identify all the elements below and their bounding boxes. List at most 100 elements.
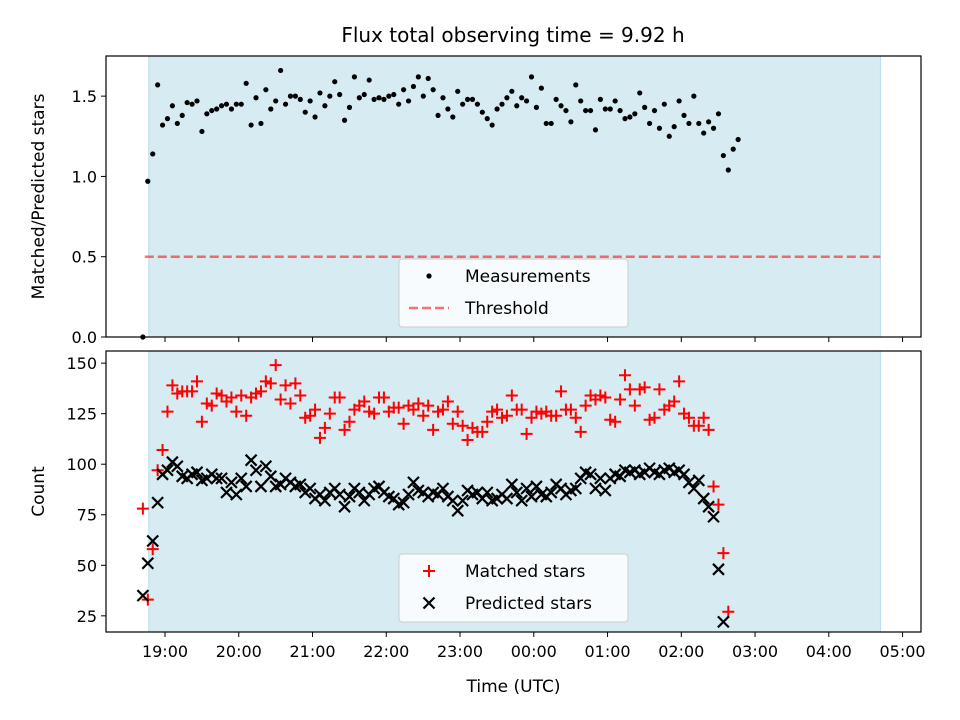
measurement-point — [396, 101, 402, 107]
matched-star-point — [412, 397, 425, 410]
measurement-point — [514, 103, 520, 109]
predicted-star-point — [584, 468, 597, 481]
measurement-point — [292, 93, 298, 99]
x-tick-label: 22:00 — [363, 642, 409, 661]
measurement-point — [548, 120, 554, 127]
measurement-point — [169, 103, 175, 109]
measurement-point — [469, 96, 476, 102]
measurement-point — [435, 112, 441, 119]
matched-star-point — [146, 543, 159, 556]
matched-star-point — [318, 421, 331, 434]
matched-star-point — [284, 397, 297, 410]
measurement-point — [646, 120, 653, 127]
matched-star-point — [555, 385, 568, 398]
measurement-point — [489, 122, 495, 128]
matched-star-point — [161, 405, 174, 418]
predicted-star-point — [505, 478, 519, 491]
matched-star-point — [274, 393, 287, 406]
x-tick-label: 02:00 — [658, 642, 704, 661]
measurement-point — [401, 87, 407, 93]
measurement-point — [681, 112, 687, 119]
measurement-point — [346, 104, 353, 110]
matched-star-point — [215, 389, 228, 402]
predicted-star-point — [446, 494, 460, 507]
measurement-point — [661, 101, 667, 107]
matched-star-point — [343, 415, 356, 428]
matched-star-point — [190, 375, 203, 388]
predicted-star-point — [515, 494, 528, 507]
measurement-point — [273, 98, 279, 104]
measurement-point — [425, 75, 431, 82]
predicted-star-point — [436, 482, 450, 495]
measurement-point — [519, 95, 525, 101]
matched-star-point — [520, 427, 533, 440]
measurement-point — [494, 106, 500, 112]
predicted-star-point — [318, 494, 332, 507]
measurement-point — [676, 98, 682, 104]
measurement-point — [361, 91, 367, 98]
measurement-point — [405, 98, 412, 104]
measurement-point — [307, 98, 313, 104]
x-tick-label: 03:00 — [732, 642, 778, 661]
matched-star-point — [397, 417, 410, 430]
measurement-point — [282, 101, 289, 107]
measurement-point — [656, 125, 663, 131]
measurement-point — [258, 120, 264, 127]
matched-star-point — [333, 391, 346, 404]
matched-star-point — [692, 419, 705, 432]
measurement-point — [194, 98, 200, 104]
matched-star-point — [618, 369, 631, 382]
matched-star-point — [358, 395, 371, 408]
measurement-point — [381, 96, 387, 102]
measurement-point — [332, 79, 338, 85]
x-tick-label: 19:00 — [142, 642, 188, 661]
matched-star-point — [289, 377, 302, 390]
measurement-point — [297, 96, 303, 102]
x-tick-label: 21:00 — [289, 642, 335, 661]
x-axis-label: Time (UTC) — [466, 677, 561, 697]
x-tick-label: 23:00 — [437, 642, 483, 661]
predicted-star-point — [456, 494, 469, 507]
y-tick-label: 50 — [77, 556, 97, 575]
predicted-star-point — [717, 615, 730, 629]
predicted-star-point — [530, 480, 543, 493]
predicted-star-point — [451, 504, 465, 517]
legend-box — [398, 553, 629, 623]
measurement-point — [356, 95, 362, 101]
measurement-point — [642, 104, 648, 110]
matched-star-point — [550, 409, 563, 422]
predicted-star-point — [525, 490, 538, 503]
axes-frame — [105, 350, 922, 633]
measurement-point — [479, 109, 485, 115]
measurement-point — [622, 116, 628, 122]
matched-star-point — [505, 389, 518, 402]
matched-star-point — [156, 444, 169, 457]
measurement-point — [243, 80, 249, 86]
chart-title: Flux total observing time = 9.92 h — [341, 23, 684, 47]
legend-label: Matched stars — [465, 562, 585, 582]
matched-star-point — [269, 359, 282, 372]
predicted-star-point — [338, 500, 351, 513]
ratio-panel: 0.0 0.5 1.0 1.5 Matched/Predicted stars Measu… — [29, 55, 922, 347]
matched-star-point — [702, 423, 715, 436]
measurement-point — [607, 106, 613, 112]
measurement-point — [322, 103, 328, 109]
measurement-point — [666, 133, 672, 139]
y-tick-label: 0.0 — [72, 328, 97, 347]
predicted-star-point — [303, 482, 317, 495]
measurement-point — [145, 178, 151, 184]
measurement-point — [686, 120, 692, 127]
matched-star-point — [628, 399, 641, 412]
measurement-point — [248, 122, 254, 128]
measurement-point — [504, 95, 510, 101]
matched-star-point — [564, 403, 577, 416]
matched-star-point — [500, 409, 513, 422]
x-tick-label: 04:00 — [806, 642, 852, 661]
predicted-star-point — [402, 488, 415, 501]
matched-star-point — [294, 389, 307, 402]
predicted-star-point — [136, 589, 150, 602]
matched-star-point — [697, 411, 710, 424]
measurement-point — [450, 114, 456, 120]
measurement-point — [228, 106, 235, 112]
measurement-point — [735, 136, 741, 143]
